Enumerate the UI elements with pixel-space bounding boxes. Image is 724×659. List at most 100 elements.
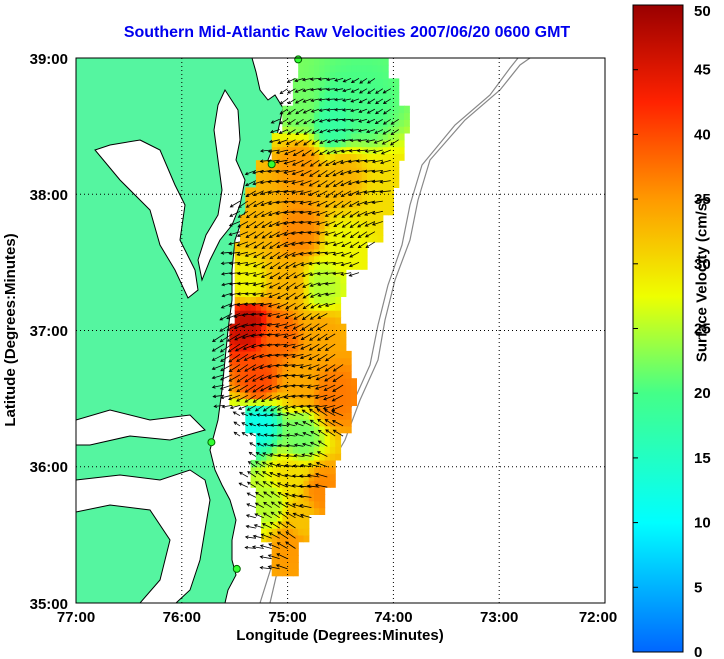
- velocity-cell: [282, 296, 289, 304]
- velocity-cell: [345, 119, 352, 127]
- velocity-vector-head: [261, 245, 266, 249]
- velocity-cell: [282, 446, 289, 454]
- velocity-cell: [361, 132, 368, 141]
- velocity-vector: [341, 272, 352, 275]
- velocity-cell: [324, 480, 331, 488]
- velocity-cell: [324, 112, 331, 120]
- velocity-vector: [308, 231, 320, 234]
- velocity-cell: [266, 528, 273, 536]
- velocity-cell: [345, 98, 352, 107]
- velocity-vector: [317, 282, 328, 286]
- velocity-vector-head: [291, 242, 295, 246]
- velocity-vector: [326, 78, 336, 81]
- velocity-cell: [303, 425, 310, 434]
- velocity-vector-head: [236, 398, 240, 402]
- velocity-vector: [348, 180, 360, 185]
- velocity-vector: [221, 282, 233, 286]
- velocity-cell: [314, 453, 320, 461]
- velocity-cell: [292, 494, 299, 502]
- velocity-cell: [292, 473, 299, 481]
- velocity-cell: [356, 207, 363, 216]
- velocity-cell: [303, 160, 310, 168]
- velocity-vector: [237, 221, 249, 228]
- velocity-vector-head: [219, 386, 224, 390]
- velocity-vector: [246, 200, 257, 208]
- velocity-vector: [374, 139, 383, 144]
- velocity-cell: [250, 187, 257, 195]
- velocity-cell: [324, 248, 331, 257]
- velocity-cell: [329, 194, 336, 202]
- velocity-cell: [351, 391, 357, 400]
- velocity-vector: [367, 88, 376, 94]
- velocity-cell: [345, 357, 352, 366]
- velocity-cell: [361, 92, 368, 100]
- velocity-vector: [242, 313, 256, 316]
- velocity-vector: [277, 473, 288, 478]
- velocity-cell: [388, 119, 394, 127]
- velocity-vector: [318, 440, 328, 447]
- velocity-cell: [298, 85, 305, 93]
- velocity-cell: [271, 507, 278, 515]
- velocity-vector: [229, 364, 241, 372]
- velocity-vector: [333, 170, 344, 177]
- velocity-vector: [311, 98, 320, 102]
- velocity-vector-head: [285, 531, 290, 535]
- velocity-vector: [245, 170, 257, 175]
- velocity-cell: [255, 473, 262, 481]
- velocity-vector: [350, 231, 360, 238]
- velocity-cell: [335, 425, 342, 434]
- velocity-vector-head: [301, 153, 306, 157]
- velocity-vector-head: [252, 389, 257, 393]
- velocity-vector-head: [325, 194, 329, 198]
- velocity-vector: [245, 231, 257, 238]
- velocity-vector-head: [332, 368, 337, 372]
- velocity-cell: [324, 160, 331, 168]
- velocity-vector-head: [279, 90, 284, 95]
- velocity-vector: [252, 292, 264, 296]
- velocity-vector: [349, 200, 360, 207]
- velocity-vector-head: [258, 333, 263, 337]
- velocity-cell: [292, 167, 299, 175]
- velocity-vector: [356, 190, 368, 195]
- velocity-vector: [212, 364, 225, 370]
- velocity-vector: [302, 432, 312, 437]
- velocity-vector: [335, 129, 344, 132]
- velocity-vector-head: [244, 292, 249, 296]
- velocity-cell: [261, 289, 267, 297]
- velocity-vector-head: [332, 429, 337, 433]
- velocity-vector-head: [323, 387, 328, 391]
- velocity-vector-head: [276, 553, 281, 557]
- velocity-vector: [255, 461, 265, 468]
- radar-site-marker: [232, 564, 241, 573]
- velocity-cell: [282, 235, 289, 243]
- velocity-vector-head: [301, 453, 306, 457]
- velocity-cell: [377, 112, 384, 120]
- velocity-cell: [298, 480, 305, 488]
- velocity-vector: [220, 374, 233, 381]
- velocity-cell: [261, 494, 267, 502]
- velocity-cell: [319, 289, 326, 297]
- velocity-vector: [319, 129, 328, 133]
- velocity-cell: [282, 248, 289, 257]
- velocity-cell: [261, 201, 267, 209]
- velocity-cell: [319, 350, 326, 359]
- velocity-vector: [241, 422, 249, 427]
- velocity-vector: [372, 180, 383, 183]
- velocity-vector: [253, 190, 264, 196]
- velocity-vector: [341, 149, 352, 153]
- velocity-cell: [250, 194, 257, 202]
- velocity-cell: [356, 132, 363, 141]
- velocity-vector-head: [291, 384, 295, 388]
- velocity-cell: [255, 255, 262, 263]
- velocity-vector-head: [285, 511, 290, 516]
- velocity-cell: [234, 296, 241, 304]
- velocity-vector: [269, 241, 280, 249]
- velocity-cell: [303, 500, 310, 509]
- velocity-vector: [264, 424, 272, 427]
- velocity-cell: [303, 466, 310, 475]
- velocity-vector: [316, 408, 328, 417]
- velocity-vector: [285, 502, 296, 508]
- velocity-cell: [356, 71, 363, 79]
- velocity-cell: [303, 153, 310, 161]
- velocity-vector-head: [220, 305, 225, 309]
